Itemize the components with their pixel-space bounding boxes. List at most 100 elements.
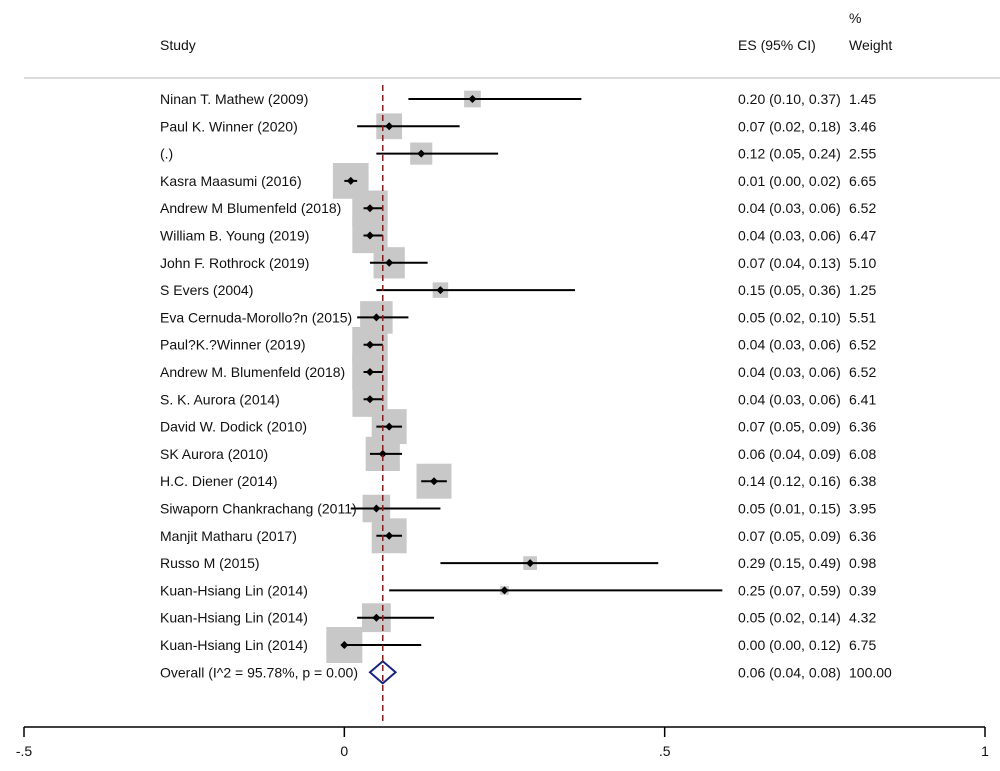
weight-value: 0.39: [849, 582, 876, 598]
study-label: Eva Cernuda-Morollo?n (2015): [160, 309, 352, 325]
point-estimate: [385, 422, 394, 431]
weight-boxes: [326, 90, 537, 663]
study-statistics: 0.20 (0.10, 0.37) 1.45 0.07 (0.02, 0.18) 3.…: [738, 91, 892, 680]
weight-value: 6.52: [849, 337, 876, 353]
point-estimate: [385, 258, 394, 267]
weight-value: 2.55: [849, 146, 876, 162]
es-ci-value: 0.05 (0.02, 0.14): [738, 610, 841, 626]
weight-value: 6.52: [849, 200, 876, 216]
overall-es-ci-value: 0.06 (0.04, 0.08): [738, 664, 841, 680]
es-ci-value: 0.15 (0.05, 0.36): [738, 282, 841, 298]
weight-value: 6.08: [849, 446, 876, 462]
weight-value: 6.36: [849, 528, 876, 544]
x-tick-label: .5: [659, 743, 671, 759]
x-tick-label: -.5: [16, 743, 33, 759]
study-label: Paul K. Winner (2020): [160, 118, 298, 134]
es-ci-value: 0.07 (0.05, 0.09): [738, 419, 841, 435]
es-ci-value: 0.29 (0.15, 0.49): [738, 555, 841, 571]
point-estimate: [346, 176, 355, 185]
es-ci-value: 0.04 (0.03, 0.06): [738, 228, 841, 244]
point-estimate: [365, 231, 374, 240]
overall-weight-value: 100.00: [849, 664, 892, 680]
weight-value: 3.46: [849, 118, 876, 134]
es-ci-value: 0.14 (0.12, 0.16): [738, 473, 841, 489]
point-estimate: [378, 449, 387, 458]
point-estimate: [365, 340, 374, 349]
es-ci-value: 0.07 (0.05, 0.09): [738, 528, 841, 544]
point-estimate: [372, 613, 381, 622]
study-label: Andrew M Blumenfeld (2018): [160, 200, 341, 216]
study-label: Kuan-Hsiang Lin (2014): [160, 610, 308, 626]
weight-value: 1.45: [849, 91, 876, 107]
es-ci-value: 0.06 (0.04, 0.09): [738, 446, 841, 462]
study-label: Siwaporn Chankrachang (2011): [160, 501, 357, 517]
es-ci-value: 0.25 (0.07, 0.59): [738, 582, 841, 598]
point-estimate: [372, 313, 381, 322]
study-label: David W. Dodick (2010): [160, 419, 307, 435]
point-estimate: [372, 504, 381, 513]
weight-value: 6.47: [849, 228, 876, 244]
point-estimate: [526, 559, 535, 568]
es-ci-value: 0.04 (0.03, 0.06): [738, 391, 841, 407]
es-header: ES (95% CI): [738, 37, 816, 53]
study-label: SK Aurora (2010): [160, 446, 268, 462]
es-ci-value: 0.00 (0.00, 0.12): [738, 637, 841, 653]
overall-label: Overall (I^2 = 95.78%, p = 0.00): [160, 664, 358, 680]
pct-header: %: [849, 10, 861, 26]
es-ci-value: 0.20 (0.10, 0.37): [738, 91, 841, 107]
weight-header: Weight: [849, 37, 892, 53]
point-estimate: [430, 477, 439, 486]
study-header: Study: [160, 37, 196, 53]
es-ci-value: 0.01 (0.00, 0.02): [738, 173, 841, 189]
weight-value: 3.95: [849, 501, 876, 517]
es-ci-value: 0.12 (0.05, 0.24): [738, 146, 841, 162]
point-estimate: [340, 641, 349, 649]
point-estimate: [365, 204, 374, 213]
weight-value: 0.98: [849, 555, 876, 571]
weight-value: 6.52: [849, 364, 876, 380]
x-tick-label: 1: [981, 743, 989, 759]
overall-diamond: [368, 659, 398, 685]
point-estimate: [385, 122, 394, 131]
point-estimate: [365, 368, 374, 376]
study-label: Kuan-Hsiang Lin (2014): [160, 637, 308, 653]
es-ci-value: 0.04 (0.03, 0.06): [738, 364, 841, 380]
es-ci-value: 0.07 (0.02, 0.18): [738, 118, 841, 134]
point-estimate: [500, 586, 509, 595]
weight-value: 6.65: [849, 173, 876, 189]
study-labels: Ninan T. Mathew (2009) Paul K. Winner (20…: [160, 91, 358, 680]
weight-value: 6.41: [849, 391, 876, 407]
weight-value: 1.25: [849, 282, 876, 298]
weight-value: 5.10: [849, 255, 876, 271]
study-label: Kasra Maasumi (2016): [160, 173, 302, 189]
weight-value: 6.38: [849, 473, 876, 489]
study-label: (.): [160, 146, 173, 162]
x-axis: -.5 0 .5 1: [16, 726, 989, 759]
point-estimates: [340, 95, 535, 685]
study-label: Andrew M. Blumenfeld (2018): [160, 364, 345, 380]
weight-value: 4.32: [849, 610, 876, 626]
es-ci-value: 0.04 (0.03, 0.06): [738, 337, 841, 353]
study-label: S. K. Aurora (2014): [160, 391, 280, 407]
es-ci-value: 0.07 (0.04, 0.13): [738, 255, 841, 271]
x-tick-label: 0: [340, 743, 348, 759]
es-ci-value: 0.04 (0.03, 0.06): [738, 200, 841, 216]
point-estimate: [468, 95, 477, 103]
point-estimate: [365, 395, 374, 404]
study-label: Kuan-Hsiang Lin (2014): [160, 582, 308, 598]
study-label: S Evers (2004): [160, 282, 253, 298]
study-label: H.C. Diener (2014): [160, 473, 278, 489]
study-label: Russo M (2015): [160, 555, 260, 571]
study-label: Ninan T. Mathew (2009): [160, 91, 308, 107]
es-ci-value: 0.05 (0.01, 0.15): [738, 501, 841, 517]
point-estimate: [385, 531, 394, 540]
study-label: Paul?K.?Winner (2019): [160, 337, 306, 353]
study-label: William B. Young (2019): [160, 228, 309, 244]
point-estimate: [417, 149, 426, 158]
weight-value: 6.75: [849, 637, 876, 653]
study-label: Manjit Matharu (2017): [160, 528, 297, 544]
weight-value: 5.51: [849, 309, 876, 325]
point-estimate: [436, 286, 445, 295]
es-ci-value: 0.05 (0.02, 0.10): [738, 309, 841, 325]
